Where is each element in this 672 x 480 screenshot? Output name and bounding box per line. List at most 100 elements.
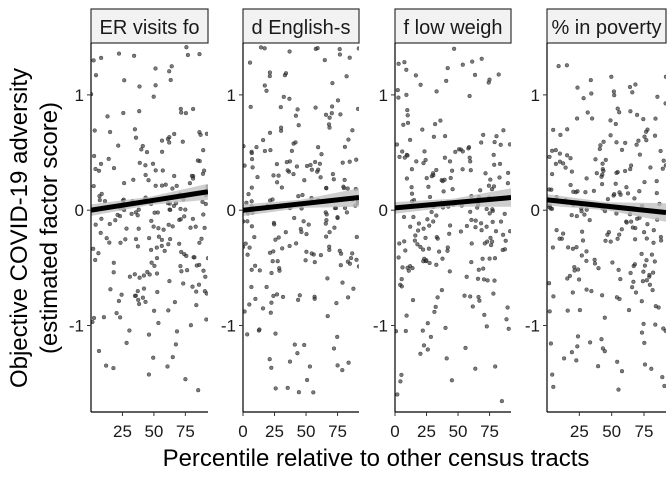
data-point [426, 184, 431, 189]
data-point [563, 165, 568, 170]
data-point [568, 182, 573, 188]
data-point [469, 217, 474, 222]
data-point [484, 206, 489, 212]
data-point [395, 142, 400, 147]
y-tick-label: 1 [531, 86, 540, 105]
data-point [98, 161, 104, 166]
data-point [444, 356, 449, 361]
data-point [569, 350, 574, 355]
data-point [574, 358, 579, 363]
data-point [487, 211, 492, 216]
data-point [405, 120, 411, 125]
data-point [653, 116, 658, 121]
data-point [132, 272, 137, 277]
data-point [250, 165, 255, 170]
data-point [633, 290, 639, 295]
data-point [408, 137, 413, 142]
data-point [141, 286, 147, 291]
data-point [93, 222, 98, 227]
data-point [404, 67, 409, 72]
data-point [331, 346, 337, 351]
data-point [335, 215, 340, 220]
data-point [249, 157, 255, 162]
data-point [413, 73, 418, 78]
data-point [93, 257, 98, 263]
data-point [624, 185, 629, 190]
data-point [143, 299, 148, 304]
data-point [410, 298, 416, 303]
data-point [585, 110, 590, 115]
data-point [247, 60, 253, 65]
data-point [505, 181, 510, 186]
data-point [650, 288, 655, 293]
data-point [188, 323, 193, 328]
data-point [133, 210, 138, 215]
data-point [579, 229, 585, 234]
data-point [104, 236, 109, 241]
data-point [647, 272, 652, 277]
data-point [497, 175, 502, 180]
data-point [502, 211, 507, 216]
data-point [592, 261, 598, 266]
data-point [619, 369, 625, 374]
data-point [582, 212, 587, 217]
data-point [491, 291, 496, 296]
data-point [273, 237, 278, 242]
data-point [354, 234, 359, 240]
data-point [583, 190, 588, 195]
data-point [133, 237, 139, 242]
data-point [652, 133, 658, 138]
x-tick-label: 0 [238, 422, 247, 441]
data-point [294, 164, 299, 169]
data-point [639, 330, 645, 335]
data-point [479, 228, 484, 233]
data-point [147, 272, 152, 277]
data-point [587, 340, 593, 345]
data-point [649, 252, 654, 257]
data-point [558, 132, 563, 137]
data-point [168, 207, 173, 212]
data-point [107, 129, 113, 135]
data-point [249, 185, 254, 190]
data-point [663, 74, 666, 79]
data-point [507, 142, 511, 147]
data-point [628, 163, 634, 168]
data-point [149, 247, 154, 252]
data-point [412, 238, 417, 243]
data-point [170, 224, 175, 229]
data-point [418, 244, 423, 249]
data-point [155, 289, 160, 295]
data-point [279, 125, 284, 130]
data-point [280, 294, 286, 299]
data-point [628, 219, 634, 224]
data-point [133, 135, 139, 140]
data-point [304, 163, 310, 169]
data-point [476, 294, 481, 300]
data-point [599, 337, 604, 342]
data-point [338, 263, 343, 268]
data-point [433, 121, 438, 127]
data-point [285, 168, 290, 173]
facet-panel-3: f low weigh -1 0 1 0 25 50 75 [373, 8, 512, 441]
data-point [432, 309, 437, 314]
data-point [619, 147, 625, 152]
panel-data-2 [243, 45, 359, 395]
data-point [305, 377, 310, 383]
data-point [246, 192, 251, 197]
data-point [188, 225, 193, 230]
data-point [492, 162, 497, 167]
data-point [630, 225, 635, 230]
data-point [296, 123, 301, 128]
data-point [663, 328, 666, 333]
data-point [547, 309, 552, 314]
data-point [612, 192, 617, 197]
data-point [194, 303, 199, 308]
data-point [185, 52, 190, 58]
data-point [460, 167, 465, 172]
data-point [401, 214, 407, 220]
data-point [617, 232, 622, 237]
data-point [484, 224, 489, 229]
data-point [299, 229, 304, 235]
data-point [243, 163, 247, 168]
y-tick-label: -1 [525, 317, 540, 336]
